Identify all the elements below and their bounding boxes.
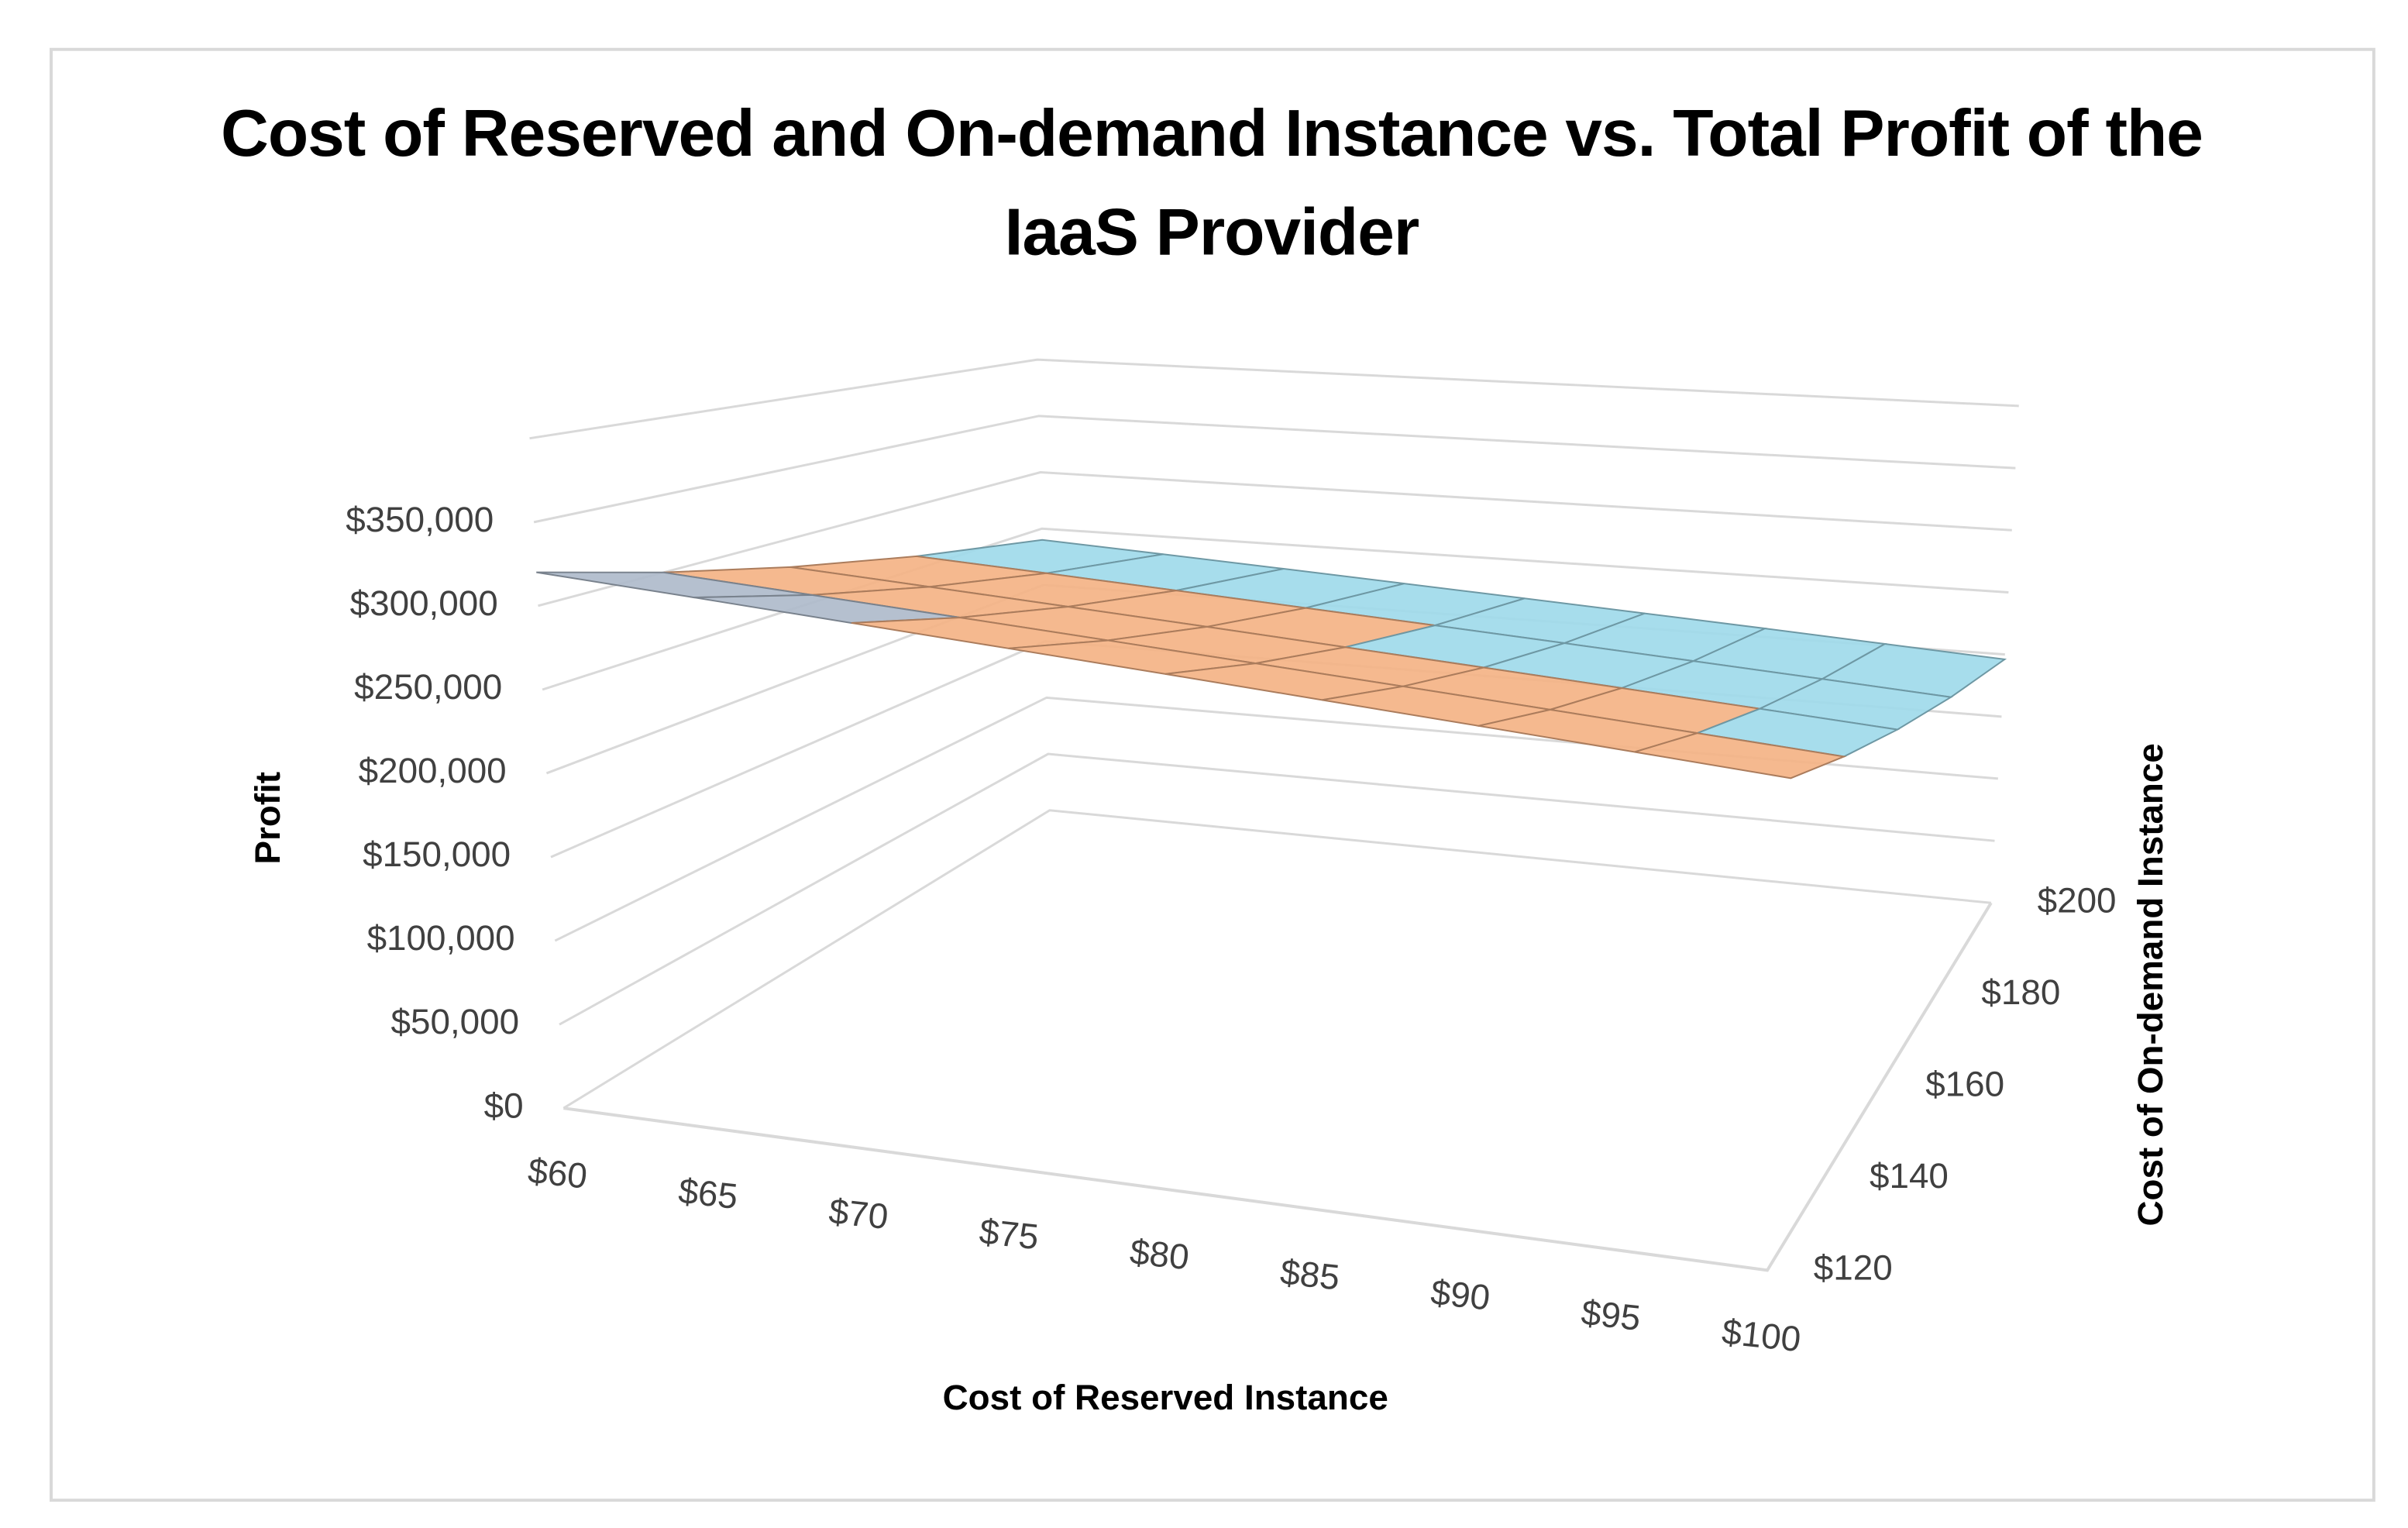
chart-title-box: Cost of Reserved and On-demand Instance … bbox=[220, 97, 2203, 270]
y-tick-label: $350,000 bbox=[346, 500, 494, 539]
depth-tick-label: $160 bbox=[1925, 1064, 2004, 1103]
y-tick-label: $250,000 bbox=[354, 667, 502, 707]
x-tick-label: $60 bbox=[526, 1151, 589, 1196]
labels: $0 $50,000 $100,000 $150,000 $200,000 $250,00… bbox=[248, 500, 2170, 1417]
x-tick-label: $70 bbox=[827, 1191, 889, 1237]
y-tick-label: $300,000 bbox=[350, 583, 498, 623]
depth-axis-title: Cost of On-demand Instance bbox=[2131, 743, 2170, 1226]
x-tick-label: $65 bbox=[676, 1171, 739, 1217]
depth-tick-label: $140 bbox=[1870, 1156, 1949, 1196]
surface bbox=[536, 539, 2007, 779]
depth-tick-label: $200 bbox=[2038, 880, 2117, 920]
x-tick-label: $100 bbox=[1720, 1312, 1803, 1359]
grid-line bbox=[559, 752, 1995, 1026]
x-tick-label: $75 bbox=[978, 1212, 1041, 1258]
grid-line bbox=[533, 415, 2016, 524]
chart-border bbox=[50, 47, 2375, 1502]
y-tick-label: $200,000 bbox=[359, 751, 507, 790]
y-axis-title: Profit bbox=[248, 772, 287, 865]
x-tick-label: $85 bbox=[1278, 1252, 1341, 1298]
floor-edge bbox=[563, 902, 1993, 1272]
y-tick-label: $0 bbox=[484, 1086, 524, 1125]
x-axis-title: Cost of Reserved Instance bbox=[943, 1378, 1388, 1417]
x-tick-label: $90 bbox=[1429, 1272, 1491, 1318]
depth-tick-label: $180 bbox=[1981, 972, 2060, 1012]
walls bbox=[529, 358, 2019, 1272]
grid-line bbox=[562, 809, 1992, 1110]
grid-line bbox=[538, 471, 2012, 607]
chart-title: Cost of Reserved and On-demand Instance … bbox=[220, 97, 2203, 270]
surface-cell bbox=[1634, 732, 1847, 779]
grid-line bbox=[529, 358, 2019, 440]
grid-line bbox=[542, 527, 2009, 691]
x-tick-label: $80 bbox=[1128, 1232, 1191, 1278]
y-tick-label: $100,000 bbox=[367, 918, 515, 958]
x-tick-label: $95 bbox=[1580, 1292, 1643, 1338]
y-tick-label: $50,000 bbox=[391, 1002, 520, 1041]
y-tick-label: $150,000 bbox=[363, 835, 511, 874]
depth-tick-label: $120 bbox=[1814, 1248, 1893, 1287]
